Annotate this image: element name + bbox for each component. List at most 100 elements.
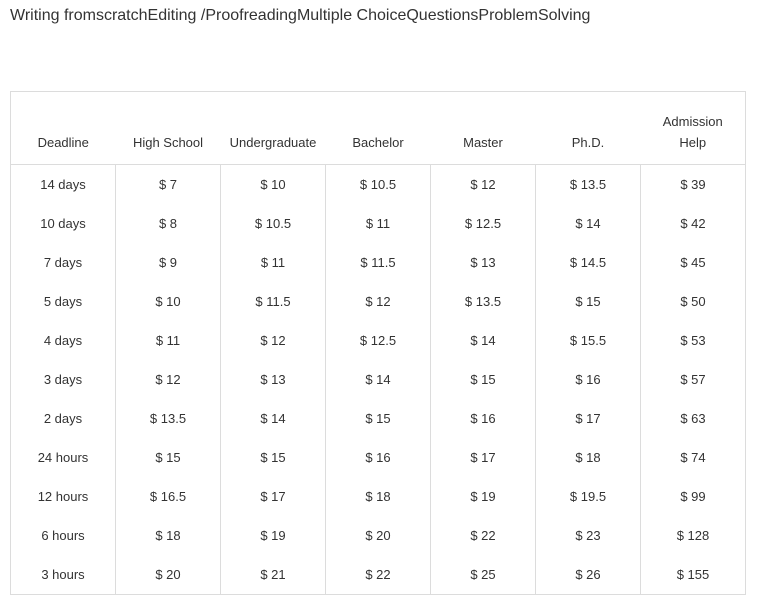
header-text: Undergraduate [229, 135, 317, 150]
price-cell: $ 26 [535, 555, 641, 595]
deadline-cell: 3 hours [41, 567, 85, 582]
price-cell: $ 11.5 [325, 243, 431, 282]
deadline-cell: 4 days [43, 333, 83, 348]
column-header: Bachelor [325, 91, 431, 165]
price-cell: $ 8 [115, 204, 221, 243]
tab-label: Multiple Choice [296, 7, 407, 24]
price-cell: $ 12.5 [325, 321, 431, 360]
price-cell: $ 155 [640, 555, 746, 595]
tab-label: Editing / [147, 7, 206, 24]
price-cell: $ 13 [220, 360, 326, 399]
header-text: Master [463, 135, 503, 150]
price-table: Deadline High School Undergraduate Bachelor… [10, 91, 746, 595]
tab[interactable]: Editing /Proofreading [148, 7, 297, 75]
price-cell: $ 15 [430, 360, 536, 399]
price-row: 5 days $ 10 $ 11.5 $ 12 $ 13.5 $ 15 $ 50 [11, 282, 746, 321]
price-cell: $ 12 [430, 164, 536, 204]
price-cell: $ 14.5 [535, 243, 641, 282]
deadline-cell: 2 days [43, 411, 83, 426]
price-cell: $ 15 [535, 282, 641, 321]
tab[interactable]: Multiple ChoiceQuestions [297, 7, 478, 75]
header-text: Bachelor [352, 135, 404, 150]
column-header: Undergraduate [220, 91, 326, 165]
price-row: 6 hours $ 18 $ 19 $ 20 $ 22 $ 23 $ 128 [11, 516, 746, 555]
tab-label: Questions [406, 7, 479, 24]
column-header: Admission Help [640, 91, 746, 165]
price-cell: $ 20 [325, 516, 431, 555]
price-cell: $ 17 [430, 438, 536, 477]
price-cell: $ 15 [115, 438, 221, 477]
price-cell: $ 14 [325, 360, 431, 399]
column-header: Ph.D. [535, 91, 641, 165]
price-cell: $ 74 [640, 438, 746, 477]
price-row: 4 days $ 11 $ 12 $ 12.5 $ 14 $ 15.5 $ 53 [11, 321, 746, 360]
price-cell: $ 16 [535, 360, 641, 399]
price-row: 3 days $ 12 $ 13 $ 14 $ 15 $ 16 $ 57 [11, 360, 746, 399]
price-cell: $ 16 [430, 399, 536, 438]
price-cell: $ 63 [640, 399, 746, 438]
price-cell: $ 39 [640, 164, 746, 204]
price-cell: $ 25 [430, 555, 536, 595]
price-cell: $ 99 [640, 477, 746, 516]
tab-label: scratch [95, 7, 148, 24]
price-cell: $ 12 [325, 282, 431, 321]
price-row: 2 days $ 13.5 $ 14 $ 15 $ 16 $ 17 $ 63 [11, 399, 746, 438]
header-text: Ph.D. [571, 135, 605, 150]
deadline-cell: 5 days [43, 294, 83, 309]
price-cell: $ 15 [220, 438, 326, 477]
price-row: 24 hours $ 15 $ 15 $ 16 $ 17 $ 18 $ 74 [11, 438, 746, 477]
price-cell: $ 20 [115, 555, 221, 595]
price-cell: $ 18 [325, 477, 431, 516]
price-cell: $ 11.5 [220, 282, 326, 321]
column-header: Deadline [10, 91, 116, 165]
price-cell: $ 13.5 [115, 399, 221, 438]
price-cell: $ 22 [325, 555, 431, 595]
price-cell: $ 42 [640, 204, 746, 243]
price-cell: $ 10.5 [220, 204, 326, 243]
table-body: 14 days $ 7 $ 10 $ 10.5 $ 12 $ 13.5 $ 39 10 day… [11, 164, 746, 595]
tab[interactable]: ProblemSolving [478, 7, 590, 75]
price-cell: $ 13.5 [535, 164, 641, 204]
price-cell: $ 11 [115, 321, 221, 360]
price-cell: $ 45 [640, 243, 746, 282]
price-cell: $ 23 [535, 516, 641, 555]
column-header: High School [115, 91, 221, 165]
price-cell: $ 57 [640, 360, 746, 399]
price-cell: $ 15.5 [535, 321, 641, 360]
header-text: High School [132, 135, 204, 150]
price-row: 7 days $ 9 $ 11 $ 11.5 $ 13 $ 14.5 $ 45 [11, 243, 746, 282]
price-cell: $ 53 [640, 321, 746, 360]
price-row: 10 days $ 8 $ 10.5 $ 11 $ 12.5 $ 14 $ 42 [11, 204, 746, 243]
price-cell: $ 11 [325, 204, 431, 243]
price-cell: $ 19 [220, 516, 326, 555]
price-cell: $ 9 [115, 243, 221, 282]
deadline-cell: 3 days [43, 372, 83, 387]
price-cell: $ 10 [220, 164, 326, 204]
price-cell: $ 10.5 [325, 164, 431, 204]
tab-label: Solving [537, 7, 591, 24]
price-cell: $ 19 [430, 477, 536, 516]
price-cell: $ 22 [430, 516, 536, 555]
price-cell: $ 13.5 [430, 282, 536, 321]
price-cell: $ 12 [115, 360, 221, 399]
price-cell: $ 16.5 [115, 477, 221, 516]
header-row: Deadline High School Undergraduate Bachelor… [10, 91, 746, 165]
price-cell: $ 13 [430, 243, 536, 282]
price-cell: $ 14 [430, 321, 536, 360]
tab[interactable]: Writing fromscratch [10, 7, 148, 75]
price-cell: $ 11 [220, 243, 326, 282]
price-cell: $ 14 [535, 204, 641, 243]
tab-label: Problem [478, 7, 538, 24]
price-cell: $ 21 [220, 555, 326, 595]
price-cell: $ 50 [640, 282, 746, 321]
deadline-cell: 24 hours [37, 450, 89, 465]
deadline-cell: 6 hours [41, 528, 85, 543]
column-header: Master [430, 91, 536, 165]
deadline-cell: 10 days [40, 216, 86, 231]
header-text: Deadline [37, 135, 89, 150]
deadline-cell: 12 hours [37, 489, 89, 504]
price-cell: $ 16 [325, 438, 431, 477]
deadline-cell: 7 days [43, 255, 83, 270]
header-text: Help [679, 135, 707, 150]
price-cell: $ 15 [325, 399, 431, 438]
